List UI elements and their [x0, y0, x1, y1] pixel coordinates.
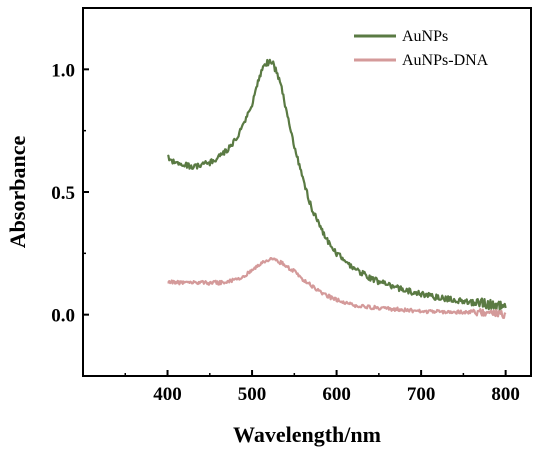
x-tick-label: 400 — [153, 384, 182, 405]
y-tick-label: 0.5 — [51, 183, 75, 204]
y-tick-label: 0.0 — [51, 306, 75, 327]
x-axis-title: Wavelength/nm — [233, 422, 381, 447]
series-line — [167, 256, 507, 319]
x-tick-label: 700 — [407, 384, 436, 405]
series-aunps-dna — [167, 256, 507, 319]
legend: AuNPs AuNPs-DNA — [354, 28, 489, 69]
y-axis-title: Absorbance — [5, 136, 30, 249]
series-line — [167, 58, 507, 312]
y-tick-label: 1.0 — [51, 60, 75, 81]
x-tick-label: 800 — [491, 384, 520, 405]
x-tick-label: 600 — [322, 384, 351, 405]
legend-label: AuNPs-DNA — [402, 52, 489, 69]
series-aunps — [167, 58, 507, 312]
legend-label: AuNPs — [402, 28, 448, 45]
x-tick-label: 500 — [238, 384, 267, 405]
